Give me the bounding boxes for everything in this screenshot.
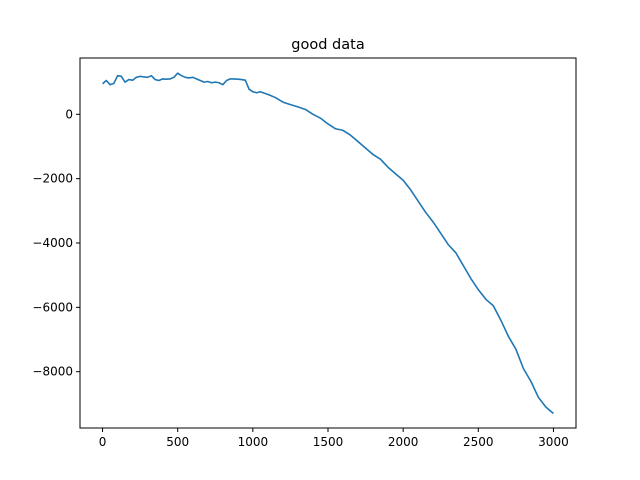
y-tick-label: −4000	[32, 236, 73, 250]
plot-area	[102, 72, 554, 415]
x-tick-label: 1500	[313, 435, 344, 449]
chart-title: good data	[291, 37, 364, 53]
y-tick-label: −8000	[32, 365, 73, 379]
y-tick-label: −2000	[32, 172, 73, 186]
y-axis: −8000 −6000 −4000 −2000 0	[32, 107, 80, 379]
plot-frame	[79, 57, 577, 429]
x-tick-label: 2000	[388, 435, 419, 449]
x-tick-label: 500	[166, 435, 189, 449]
x-tick-label: 0	[99, 435, 107, 449]
x-axis: 0 500 1000 1500 2000 2500 3000	[99, 428, 569, 449]
x-tick-label: 2500	[463, 435, 494, 449]
series-line	[102, 72, 554, 415]
y-tick-label: 0	[65, 107, 73, 121]
y-tick-label: −6000	[32, 300, 73, 314]
x-tick-label: 3000	[538, 435, 569, 449]
x-tick-label: 1000	[238, 435, 269, 449]
